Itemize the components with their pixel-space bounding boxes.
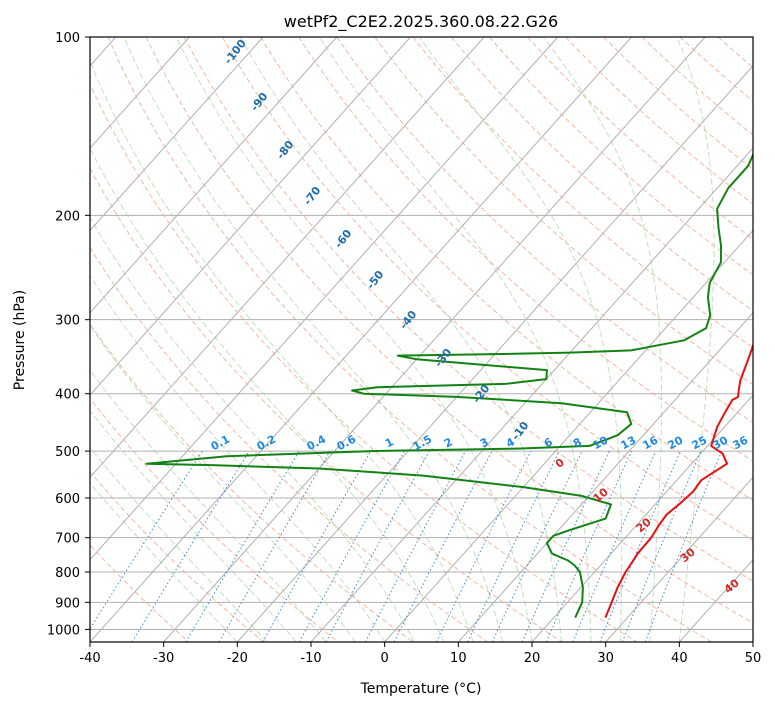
y-tick-label: 900 [55,596,80,611]
x-tick-label: -30 [153,651,174,666]
chart-title: wetPf2_C2E2.2025.360.08.22.G26 [284,12,558,32]
x-axis-label: Temperature (°C) [360,681,482,697]
x-tick-label: -40 [79,651,100,666]
x-tick-label: 10 [450,651,467,666]
x-tick-label: -10 [300,651,321,666]
y-tick-label: 400 [55,388,80,403]
y-tick-label: 500 [55,445,80,460]
y-tick-label: 300 [55,314,80,329]
x-tick-label: 50 [745,651,762,666]
x-tick-label: 20 [524,651,541,666]
x-tick-label: 40 [671,651,688,666]
y-tick-label: 600 [55,492,80,507]
y-tick-label: 800 [55,566,80,581]
x-tick-label: 0 [381,651,389,666]
y-tick-label: 700 [55,532,80,547]
x-tick-label: -20 [227,651,248,666]
y-tick-label: 200 [55,209,80,224]
x-tick-label: 30 [597,651,614,666]
y-axis-label: Pressure (hPa) [12,290,28,390]
y-tick-label: 100 [55,31,80,46]
y-tick-label: 1000 [47,623,80,638]
